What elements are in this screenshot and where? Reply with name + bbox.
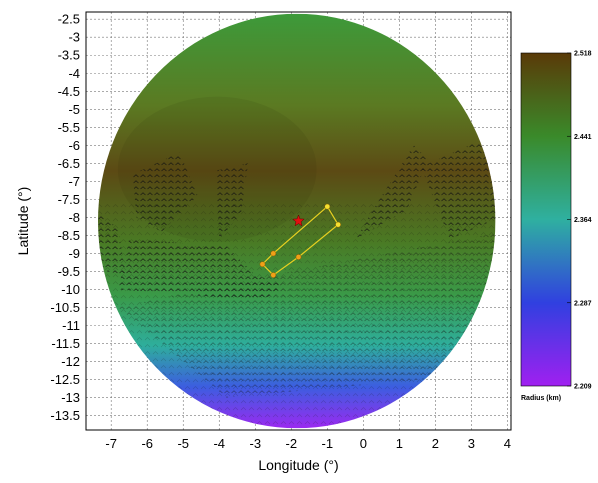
x-tick-label: -2 [286,436,298,451]
y-tick-label: -2.5 [58,12,80,27]
y-axis-ticks: -2.5 -3 -3.5 -4 -4.5 -5 -5.5 -6 -6.5 -7 -7.5 -8 -8.5… [50,12,80,423]
y-tick-label: -5 [68,102,80,117]
x-tick-label: -4 [213,436,225,451]
y-tick-label: -4.5 [58,84,80,99]
colorbar-tick-label: 2.518 [574,51,592,58]
y-tick-label: -10.5 [50,300,80,315]
y-tick-label: -4 [68,66,80,81]
y-tick-label: -11 [62,318,80,333]
x-tick-label: 3 [468,436,475,451]
path-point [295,254,302,260]
x-tick-label: -6 [141,436,153,451]
colorbar-gradient [520,52,572,387]
y-tick-label: -9 [68,246,80,261]
colorbar-tick-label: 2.364 [574,217,592,224]
x-tick-label: 2 [432,436,439,451]
x-axis-ticks: -7 -6 -5 -4 -3 -2 -1 0 1 2 3 4 [105,436,511,451]
y-tick-label: -10 [61,282,80,297]
ridge-patch [132,152,198,232]
ridge-patch [356,145,429,239]
x-tick-label: -7 [105,436,117,451]
y-tick-label: -8.5 [58,228,80,243]
path-point [335,221,341,228]
ridge-patch [215,163,249,239]
colorbar: 2.518 2.441 2.364 2.287 2.209 Radius (km) [520,51,592,402]
x-tick-label: -1 [322,436,334,451]
path-point [324,203,331,210]
ridge-patch [118,231,496,398]
y-tick-label: -9.5 [58,264,80,279]
star-marker-shape [292,214,305,227]
y-tick-label: -3 [68,30,80,45]
y-tick-label: -8 [68,210,80,225]
y-tick-label: -6 [68,138,80,153]
colorbar-ticks: 2.518 2.441 2.364 2.287 2.209 [567,51,592,391]
plot-area [85,11,512,431]
ridge-feature-patches [98,138,496,398]
star-marker [292,214,305,227]
colorbar-title: Radius (km) [521,395,561,402]
y-tick-label: -11.5 [51,336,80,351]
x-axis-label: Longitude (°) [258,457,338,473]
x-tick-label: 0 [360,436,367,451]
colorbar-tick-label: 2.209 [574,384,592,391]
y-tick-label: -5.5 [58,120,80,135]
path-point [270,250,277,257]
x-tick-label: 1 [396,436,403,451]
colorbar-tick-label: 2.441 [574,134,592,141]
x-tick-label: -3 [249,436,261,451]
y-tick-label: -6.5 [58,156,80,171]
x-tick-label: -5 [177,436,189,451]
y-axis-label: Latitude (°) [15,187,31,256]
y-tick-label: -3.5 [58,48,80,63]
colorbar-tick-label: 2.287 [574,300,592,307]
plot-frame [85,11,512,431]
x-tick-label: 4 [504,436,511,451]
y-tick-label: -13 [61,390,80,405]
y-tick-label: -12 [61,354,80,369]
y-tick-label: -7 [68,174,80,189]
y-tick-label: -12.5 [50,372,80,387]
traverse-path [259,203,341,278]
y-tick-label: -13.5 [50,408,80,423]
y-tick-label: -7.5 [58,192,80,207]
path-point [270,272,277,278]
path-point [259,261,266,268]
ridge-patch [421,138,496,239]
